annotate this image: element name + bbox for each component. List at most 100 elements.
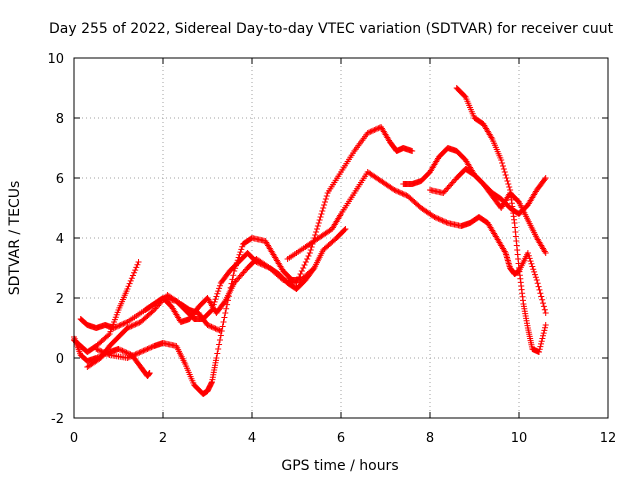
series-track-2 [71, 259, 142, 355]
data-point [125, 354, 132, 361]
data-point [217, 332, 224, 339]
data-point [435, 215, 442, 222]
data-point [216, 341, 223, 348]
x-tick-label: 6 [337, 431, 345, 446]
data-point [537, 290, 544, 297]
data-point [527, 258, 534, 265]
data-point [128, 275, 135, 282]
data-point [501, 169, 508, 175]
data-point [542, 310, 549, 316]
data-point [315, 220, 322, 226]
data-point [124, 286, 131, 292]
data-point [296, 274, 303, 280]
data-point [218, 328, 225, 334]
data-point [368, 128, 375, 135]
data-point [95, 347, 102, 354]
data-point [216, 282, 223, 289]
y-tick-label: 2 [56, 292, 64, 307]
data-point [431, 214, 438, 220]
data-point [529, 263, 536, 270]
data-point [318, 211, 325, 217]
data-point [237, 249, 244, 256]
data-point [300, 265, 307, 271]
data-point [127, 323, 134, 330]
data-point [532, 271, 539, 278]
data-point [542, 324, 549, 331]
data-point [121, 320, 128, 327]
data-point [129, 272, 136, 279]
data-point [133, 350, 140, 357]
data-point [209, 324, 216, 331]
data-point [499, 160, 506, 166]
data-point [131, 322, 138, 328]
data-point [214, 290, 221, 297]
data-point [301, 262, 308, 268]
data-point [239, 243, 246, 250]
data-point [538, 293, 545, 300]
data-point [391, 187, 398, 193]
data-point [540, 300, 547, 307]
data-point [123, 319, 130, 326]
data-point [305, 253, 312, 259]
data-point [102, 350, 109, 357]
data-point [528, 260, 535, 267]
data-point [504, 178, 511, 184]
data-point [112, 324, 119, 331]
data-point [141, 347, 148, 354]
data-point [313, 226, 320, 232]
y-tick-label: -2 [51, 412, 64, 427]
data-point [123, 349, 130, 356]
data-point [213, 293, 220, 300]
data-point [439, 217, 446, 224]
data-point [230, 272, 237, 279]
plot-frame [73, 57, 609, 419]
data-point [124, 355, 131, 361]
data-point [127, 277, 134, 284]
data-point [364, 130, 371, 136]
y-tick-label: 10 [47, 52, 64, 67]
data-point [98, 348, 105, 355]
data-point [312, 232, 319, 238]
data-point [213, 355, 220, 361]
data-point [148, 344, 155, 351]
data-point [125, 324, 132, 331]
data-point [304, 256, 311, 262]
data-point [129, 352, 136, 359]
data-point [540, 303, 547, 310]
data-point [120, 348, 127, 355]
data-point [534, 280, 541, 287]
data-point [128, 323, 135, 330]
series-track-7 [284, 169, 549, 316]
data-point [216, 285, 223, 292]
data-point [135, 259, 142, 265]
data-point [145, 345, 152, 352]
data-point [399, 190, 406, 197]
data-point [149, 308, 156, 315]
data-point [232, 265, 239, 272]
data-point [136, 349, 143, 356]
data-point [119, 321, 126, 328]
data-point [144, 346, 151, 352]
data-point [238, 246, 245, 253]
data-point [135, 320, 142, 327]
chart-title: Day 255 of 2022, Sidereal Day-to-day VTE… [49, 21, 614, 37]
data-point [409, 148, 416, 154]
data-point [232, 262, 239, 269]
data-point [366, 129, 373, 136]
data-point [132, 321, 139, 328]
data-point [440, 218, 447, 225]
data-point [105, 332, 112, 339]
data-point [223, 305, 230, 312]
data-point [436, 216, 443, 223]
data-point [221, 314, 228, 321]
data-point [342, 226, 349, 232]
data-point [215, 346, 222, 352]
data-point [297, 271, 304, 277]
data-point [542, 175, 549, 181]
data-point [146, 370, 153, 376]
data-point [367, 128, 374, 135]
x-tick-label: 0 [70, 431, 78, 446]
data-point [234, 257, 241, 264]
data-point [505, 181, 512, 187]
data-point [147, 344, 154, 351]
